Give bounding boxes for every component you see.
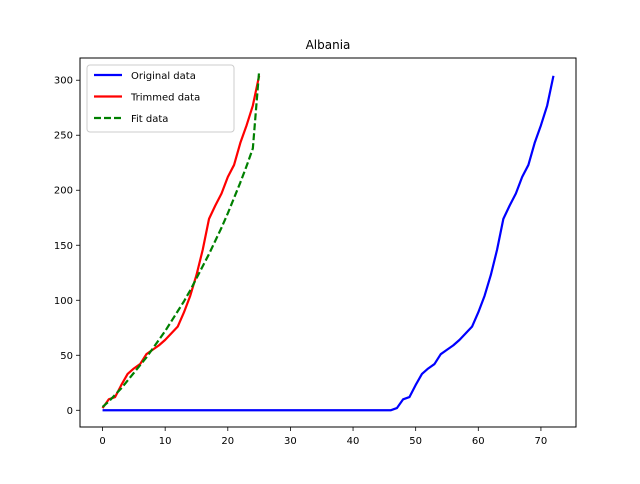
x-tick-label: 30 [284,436,297,447]
y-tick-label: 0 [67,406,73,417]
x-tick-label: 60 [472,436,485,447]
y-tick-label: 300 [54,76,73,87]
plot-area-frame [79,57,577,428]
legend-label: Trimmed data [130,93,200,104]
x-tick-label: 0 [99,436,105,447]
x-tick-label: 70 [535,436,548,447]
x-tick-label: 20 [221,436,234,447]
x-tick-label: 50 [409,436,422,447]
legend-label: Original data [131,71,196,82]
plot-lines [101,71,555,412]
series-line-trimmed-data [101,75,261,409]
y-tick-label: 150 [54,241,73,252]
y-tick-label: 100 [54,296,73,307]
series-line-fit-data [101,71,261,408]
x-tick-label: 10 [159,436,172,447]
x-axis: 0 10 20 30 40 50 60 70 [99,427,547,447]
legend-label: Fit data [131,114,168,125]
x-tick-label: 40 [347,436,360,447]
y-tick-label: 200 [54,186,73,197]
legend-box [86,64,235,133]
chart-title: Albania [306,38,351,52]
y-tick-label: 250 [54,131,73,142]
y-axis: 0 50 100 150 200 250 300 [54,76,80,417]
legend: Original data Trimmed data Fit data [86,64,235,133]
y-tick-label: 50 [60,351,73,362]
series-line-original-data [102,75,555,412]
